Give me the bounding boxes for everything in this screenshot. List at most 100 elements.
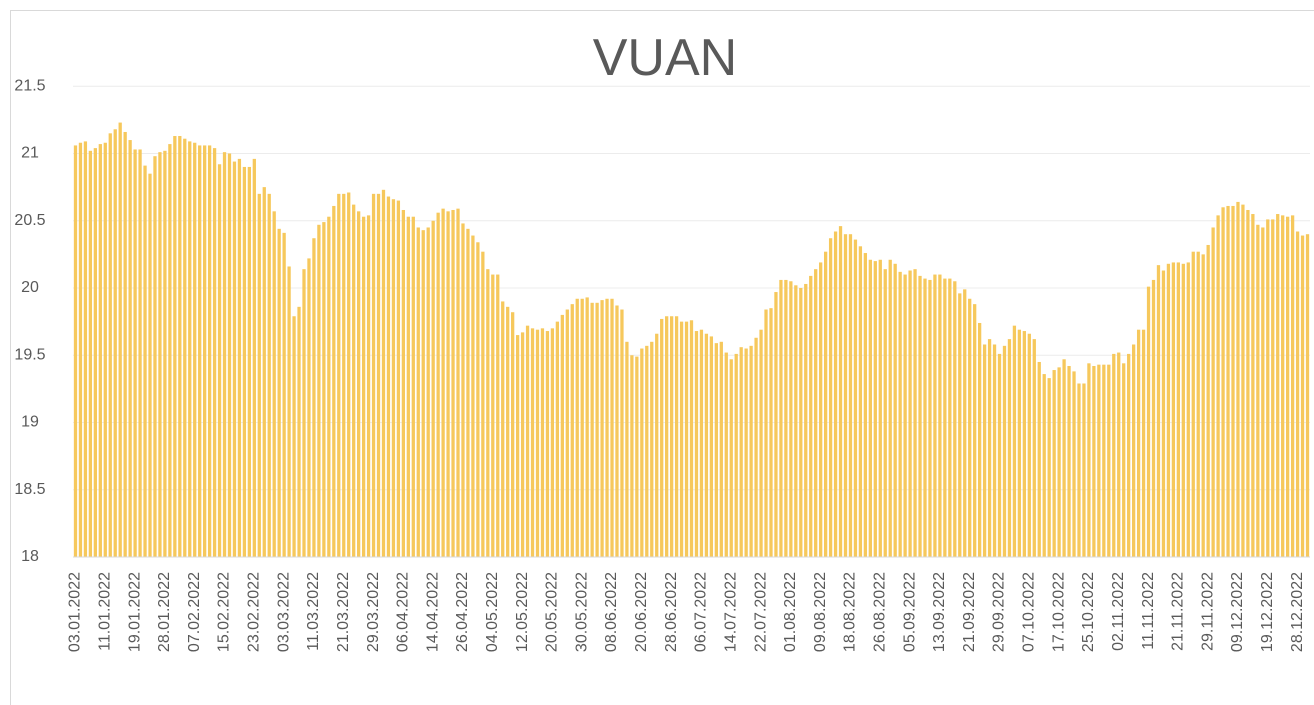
bar <box>963 289 967 557</box>
x-tick-label: 11.03.2022 <box>305 572 322 651</box>
bar <box>1072 371 1076 557</box>
y-tick-label: 21.5 <box>14 77 45 94</box>
bar <box>898 271 902 557</box>
bar <box>1221 207 1225 558</box>
bar <box>958 293 962 557</box>
bar <box>1117 352 1121 557</box>
bar <box>217 164 222 557</box>
bar <box>456 208 460 557</box>
bar <box>660 318 664 557</box>
bar <box>143 165 147 558</box>
x-tick-label: 03.01.2022 <box>67 572 84 652</box>
bar <box>918 275 922 557</box>
bar <box>302 269 306 557</box>
bar <box>1032 339 1036 557</box>
bar <box>1156 265 1161 557</box>
bar <box>78 142 83 558</box>
bar <box>287 266 291 557</box>
x-tick-label: 08.06.2022 <box>603 572 620 652</box>
bar <box>376 193 381 557</box>
bar <box>1027 333 1031 557</box>
x-tick-label: 23.02.2022 <box>246 572 263 652</box>
x-tick-label: 19.12.2022 <box>1259 572 1276 652</box>
bar <box>98 144 102 557</box>
x-tick-label: 05.09.2022 <box>901 572 918 652</box>
bar <box>1087 363 1091 557</box>
bar <box>1261 227 1265 557</box>
bar <box>903 274 907 557</box>
bar <box>665 316 669 557</box>
bar <box>337 193 341 557</box>
bar <box>838 226 843 557</box>
bar <box>1122 363 1126 557</box>
bar <box>1092 366 1096 557</box>
bar <box>1276 214 1280 557</box>
bar <box>242 166 247 557</box>
bar <box>590 302 594 557</box>
bar <box>391 199 396 558</box>
bar <box>595 302 599 557</box>
x-tick-label: 28.06.2022 <box>663 572 680 652</box>
bar <box>103 142 107 558</box>
bar <box>1191 251 1195 557</box>
bar <box>411 216 415 557</box>
bar <box>938 274 942 557</box>
bar <box>819 262 823 557</box>
x-tick-label: 29.03.2022 <box>365 572 382 652</box>
bar <box>615 305 619 557</box>
bar <box>789 281 793 557</box>
bar <box>585 297 589 557</box>
x-tick-label: 26.08.2022 <box>871 572 888 652</box>
bar <box>1132 344 1136 557</box>
bar <box>1037 361 1041 557</box>
x-tick-label: 02.11.2022 <box>1110 572 1127 651</box>
bar <box>883 269 887 557</box>
bar <box>471 235 475 558</box>
bar <box>754 337 758 557</box>
bar <box>809 275 813 557</box>
x-tick-label: 28.12.2022 <box>1289 572 1306 652</box>
bar <box>1067 366 1071 557</box>
bar <box>863 253 868 557</box>
bar <box>1042 374 1046 557</box>
bar <box>1300 235 1305 558</box>
y-tick-label: 18 <box>21 548 39 565</box>
bar <box>352 204 356 558</box>
bar <box>784 279 788 557</box>
bar <box>1007 339 1012 557</box>
chart-frame <box>10 10 1314 705</box>
x-tick-label: 01.08.2022 <box>782 572 799 652</box>
bar <box>843 234 848 557</box>
y-tick-label: 21 <box>21 145 39 162</box>
bar <box>570 304 574 557</box>
x-tick-label: 11.11.2022 <box>1140 572 1157 650</box>
x-tick-label: 30.05.2022 <box>573 572 590 652</box>
bar <box>953 281 957 557</box>
bar <box>322 222 326 557</box>
bar <box>1127 353 1131 557</box>
x-tick-label: 13.09.2022 <box>931 572 948 652</box>
bar <box>814 269 818 557</box>
bar <box>992 344 997 557</box>
x-tick-label: 15.02.2022 <box>216 572 233 652</box>
bar <box>1246 209 1250 558</box>
bar <box>630 355 634 557</box>
bar <box>386 196 391 558</box>
bar <box>1226 205 1230 557</box>
bar <box>977 322 982 557</box>
bar <box>804 283 808 557</box>
bar <box>774 292 778 557</box>
bar <box>764 309 768 557</box>
bar <box>982 344 987 557</box>
bar <box>759 329 763 557</box>
bar <box>719 341 723 557</box>
chart-title: VUAN <box>593 29 737 87</box>
bar <box>575 298 579 557</box>
bar <box>1062 359 1066 557</box>
bar <box>207 145 212 557</box>
bar <box>1281 215 1285 557</box>
bar <box>858 246 863 557</box>
bar <box>332 205 336 557</box>
bar <box>823 251 828 557</box>
y-tick-label: 20.5 <box>14 212 45 229</box>
